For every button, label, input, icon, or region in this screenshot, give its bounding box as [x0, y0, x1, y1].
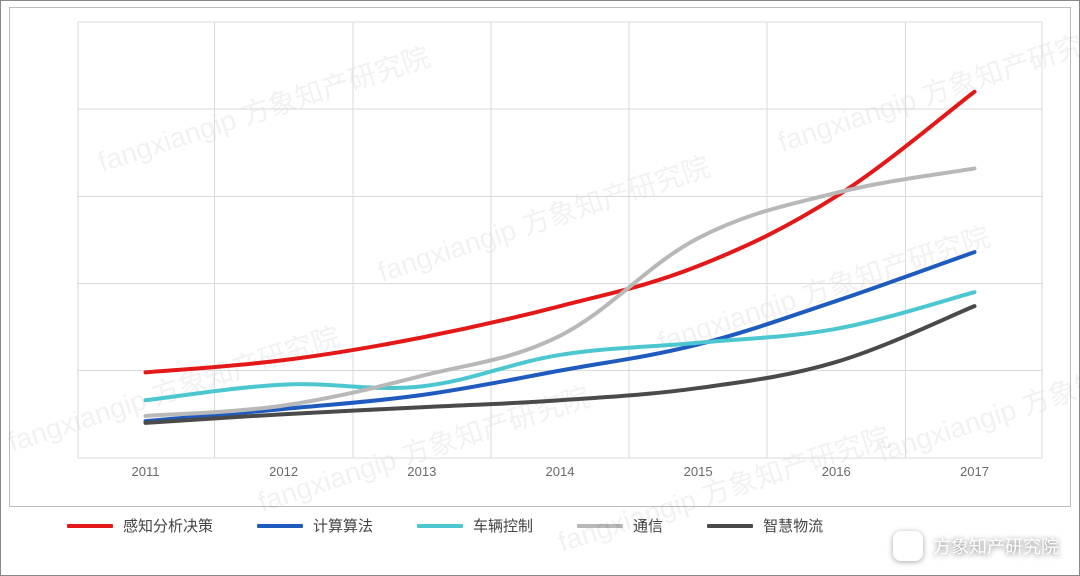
x-axis-labels: 2011 2012 2013 2014 2015 2016 2017 — [131, 464, 989, 479]
chart-frame: fangxiangip 方象知产研究院 fangxiangip 方象知产研究院 … — [0, 0, 1080, 576]
series-s1 — [146, 92, 975, 373]
x-tick-label: 2011 — [131, 464, 159, 479]
legend-label: 通信 — [633, 515, 663, 536]
x-tick-label: 2012 — [269, 464, 298, 479]
x-tick-label: 2015 — [684, 464, 713, 479]
plot-area: 05001 0001 5002 0002 500 201120122013201… — [68, 18, 1052, 480]
legend-item-s4: 通信 — [577, 515, 663, 536]
series-s3 — [146, 292, 975, 400]
series-s4 — [146, 168, 975, 416]
y-gridlines — [78, 22, 1042, 458]
legend-item-s1: 感知分析决策 — [67, 515, 213, 536]
legend-swatch — [67, 524, 113, 528]
chart-card: fangxiangip 方象知产研究院 fangxiangip 方象知产研究院 … — [9, 7, 1071, 507]
legend-swatch — [707, 524, 753, 528]
legend-swatch — [257, 524, 303, 528]
x-tick-label: 2017 — [960, 464, 989, 479]
legend-item-s3: 车辆控制 — [417, 515, 533, 536]
wechat-icon — [893, 531, 923, 561]
legend-label: 车辆控制 — [473, 515, 533, 536]
brand-watermark: 方象知产研究院 — [893, 531, 1059, 561]
x-tick-label: 2016 — [822, 464, 851, 479]
series-lines — [146, 92, 975, 423]
legend-label: 智慧物流 — [763, 515, 823, 536]
x-tick-label: 2013 — [407, 464, 436, 479]
legend-label: 计算算法 — [313, 515, 373, 536]
legend-swatch — [417, 524, 463, 528]
legend-item-s2: 计算算法 — [257, 515, 373, 536]
legend-item-s5: 智慧物流 — [707, 515, 823, 536]
x-gridlines — [78, 22, 1042, 458]
legend-label: 感知分析决策 — [123, 515, 213, 536]
legend-swatch — [577, 524, 623, 528]
brand-label: 方象知产研究院 — [933, 533, 1059, 559]
x-tick-label: 2014 — [545, 464, 574, 479]
